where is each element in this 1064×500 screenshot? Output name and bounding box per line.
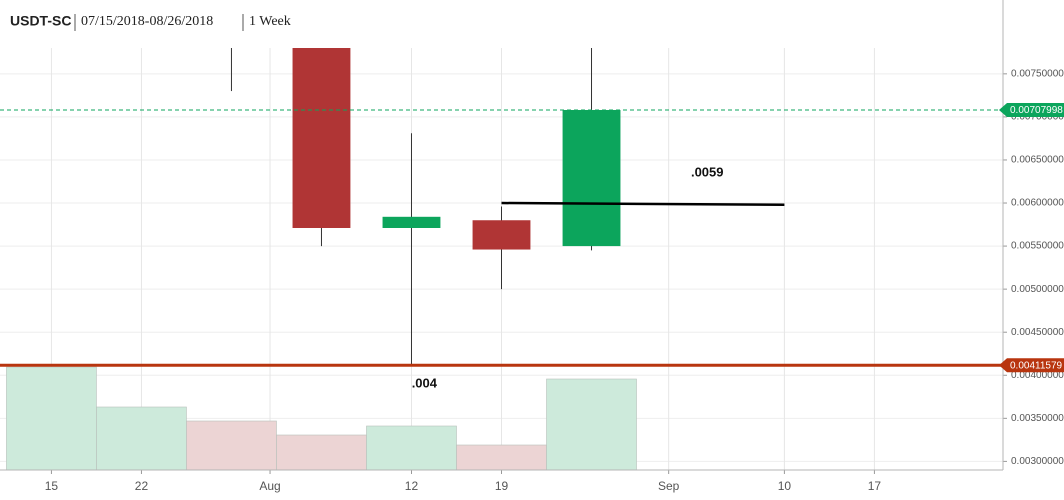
symbol: USDT-SC	[10, 13, 71, 29]
candle-body	[382, 216, 441, 228]
x-tick-label: Aug	[259, 479, 280, 493]
y-tick-label: 0.00400000	[1011, 370, 1064, 381]
candle-body	[292, 48, 351, 228]
y-tick-label: 0.00750000	[1011, 68, 1064, 79]
interval: 1 Week	[249, 14, 291, 29]
date-range: 07/15/2018-08/26/2018	[81, 14, 213, 29]
y-tick-label: 0.00500000	[1011, 284, 1064, 295]
price-label: 0.00411579	[1010, 360, 1063, 371]
y-tick-label: 0.00650000	[1011, 155, 1064, 166]
volume-bar	[6, 366, 97, 470]
candle-body	[472, 220, 531, 250]
y-tick-label: 0.00700000	[1011, 112, 1064, 123]
x-tick-label: Sep	[658, 479, 680, 493]
price-label-box	[999, 103, 1064, 118]
y-tick-label: 0.00550000	[1011, 241, 1064, 252]
volume-bar	[456, 444, 547, 470]
volume-bar	[366, 425, 457, 470]
x-tick-label: 12	[405, 479, 419, 493]
candle-body	[203, 31, 261, 40]
volume-bar	[96, 406, 187, 470]
volume-bar	[186, 420, 277, 470]
x-tick-label: 17	[868, 479, 882, 493]
trend-line	[501, 201, 785, 206]
x-tick-label: 19	[495, 479, 509, 493]
price-label: 0.00707998	[1010, 105, 1063, 116]
y-tick-label: 0.00350000	[1011, 413, 1064, 424]
annotation: .0059	[691, 164, 724, 179]
y-tick-label: 0.00450000	[1011, 327, 1064, 338]
price-label-box	[999, 358, 1064, 373]
candle-body	[562, 110, 621, 247]
volume-bar	[276, 434, 367, 470]
y-tick-label: 0.00600000	[1011, 198, 1064, 209]
annotation: .004	[412, 375, 438, 390]
x-tick-label: 22	[135, 479, 149, 493]
x-tick-label: 10	[778, 479, 792, 493]
volume-bar	[546, 378, 637, 470]
x-tick-label: 15	[45, 479, 59, 493]
y-tick-label: 0.00300000	[1011, 456, 1064, 467]
